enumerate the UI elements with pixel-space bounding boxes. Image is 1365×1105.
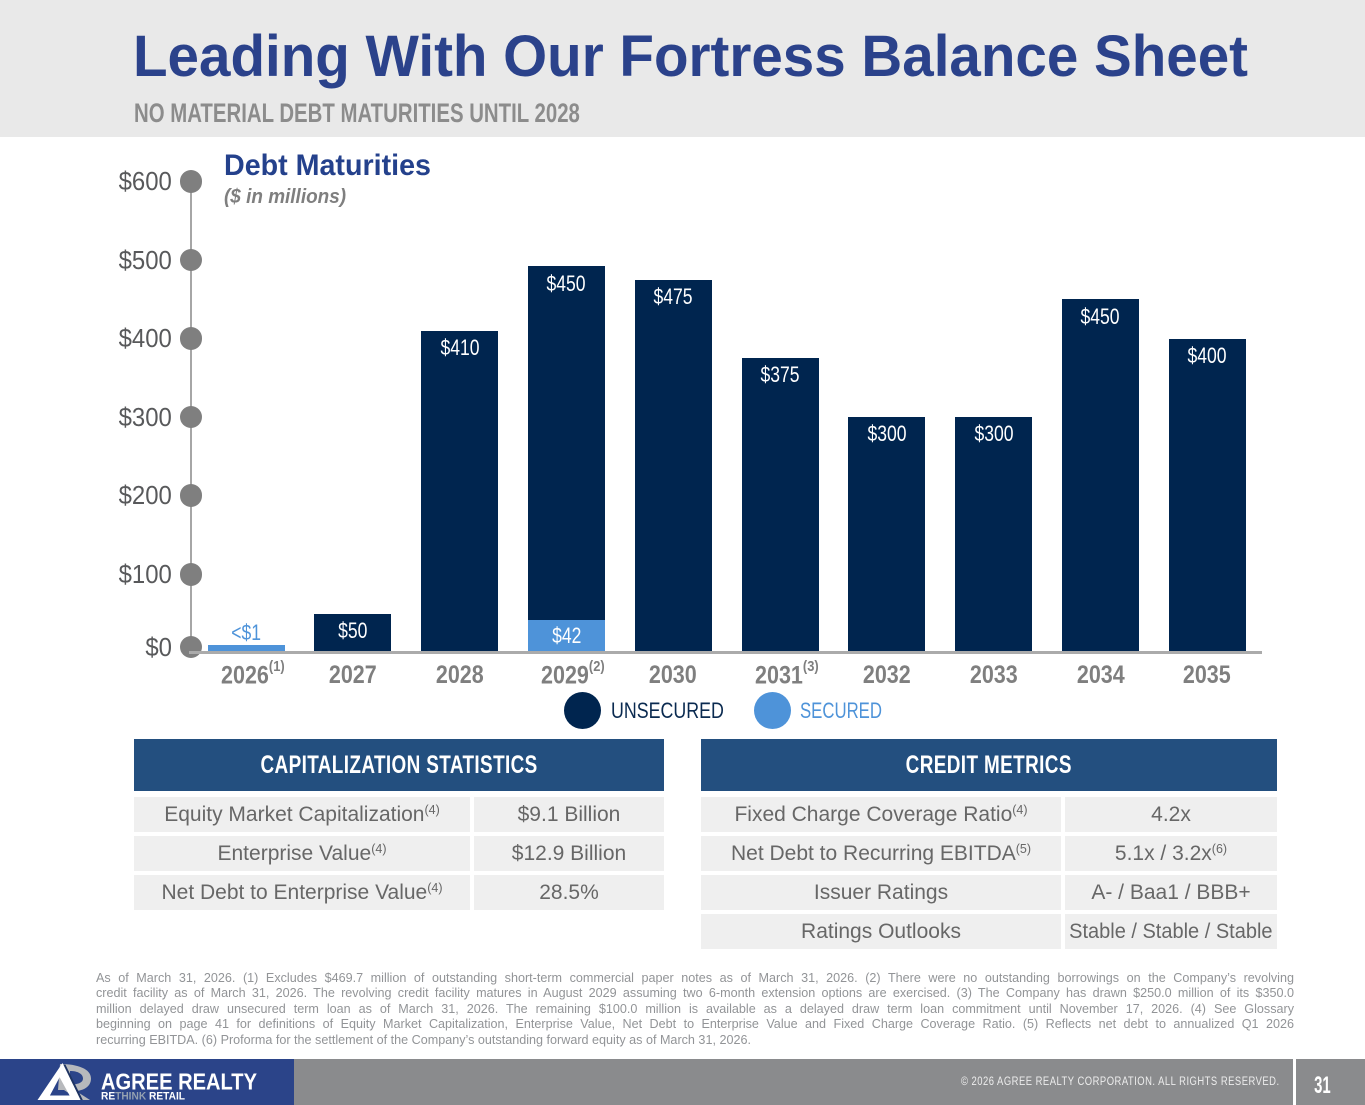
svg-text:AGREE REALTY: AGREE REALTY [101,1068,257,1094]
svg-text:RETHINK RETAIL: RETHINK RETAIL [101,1091,185,1103]
